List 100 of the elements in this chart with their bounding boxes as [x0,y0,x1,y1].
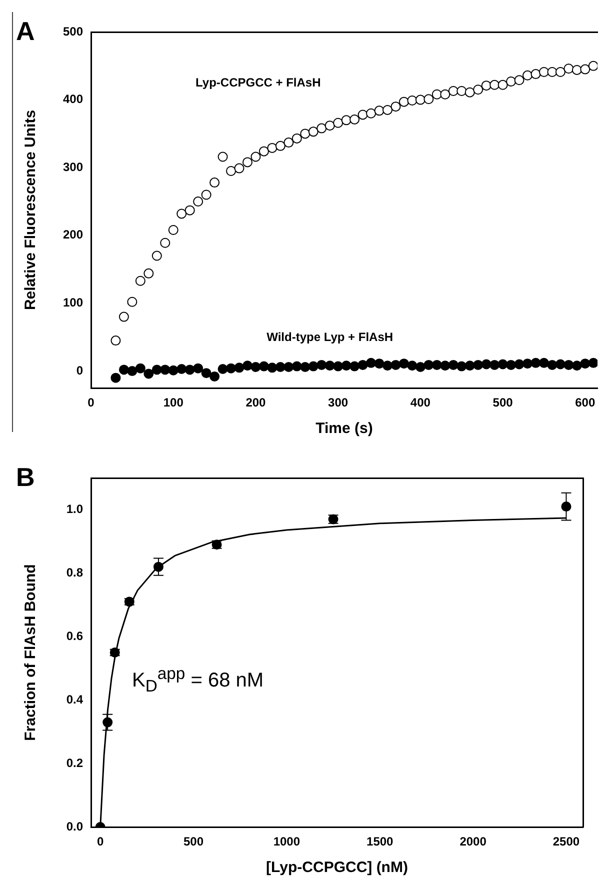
point [292,361,302,372]
point [341,115,352,126]
point [242,157,252,168]
point [135,276,146,286]
point [350,361,360,372]
point [424,94,434,104]
point [168,225,178,236]
point [284,362,294,372]
point [506,360,516,370]
point [176,208,187,219]
point [118,364,129,375]
y-tick-label: 500 [62,24,84,38]
x-axis-title: [Lyp-CCPGCC] (nM) [266,859,408,876]
point [572,64,582,75]
point [464,360,475,371]
point [464,87,475,98]
point [160,364,170,375]
point [275,140,286,151]
point [218,152,228,162]
x-tick-label: 0 [88,396,95,410]
point [366,108,376,118]
point [547,67,558,78]
x-tick-label: 2500 [552,834,580,849]
point [498,80,508,90]
point [547,360,558,370]
point [390,360,401,370]
point [481,80,492,91]
point [201,368,212,378]
y-tick-label: 0.2 [66,756,84,770]
point [572,360,582,371]
point [110,372,121,383]
point [144,268,154,278]
point [588,358,598,368]
y-tick-label: 0.8 [66,565,84,580]
point [226,166,236,176]
point [300,362,310,372]
point [308,126,318,137]
point [530,69,541,80]
point [210,178,220,188]
point [522,358,532,369]
point [522,70,532,80]
point [184,205,195,216]
x-tick-label: 1000 [273,834,300,849]
x-tick-label: 2000 [460,834,487,849]
point [374,106,384,116]
text: A [16,16,35,47]
point [473,360,484,370]
y-tick-label: 0 [76,363,84,378]
point [456,361,467,372]
point [564,64,574,74]
point [588,60,598,71]
point [242,360,252,371]
point [193,363,204,374]
point [564,360,574,370]
x-tick-label: 200 [246,396,266,410]
point [160,238,170,248]
point [440,360,450,371]
point [481,359,492,370]
point [144,368,154,379]
point [398,96,409,107]
y-tick-label: 0.6 [66,628,84,643]
point [234,362,244,373]
x-tick-label: 1500 [366,834,394,849]
point [258,146,269,156]
point [250,152,261,162]
point [407,360,418,371]
annotation: K$_{D}$$^{app}$ = 68 nM [132,664,264,697]
y-tick-label: 1.0 [66,502,84,516]
point [580,64,590,74]
point [382,104,392,115]
point [398,358,409,369]
y-tick-label: 0.4 [66,692,84,706]
point [350,114,360,124]
point [424,360,434,370]
point [292,133,302,144]
point [333,118,344,128]
point [284,138,294,148]
y-tick-label: 300 [62,160,84,174]
point [267,362,278,373]
point [152,250,162,261]
text: Lyp-CCPGCC + FlAsH [196,75,321,90]
point [498,359,508,370]
x-tick-label: 100 [163,396,184,410]
point [118,312,129,322]
series-label: Wild-type Lyp + FlAsH [266,330,394,344]
point [456,86,467,96]
point [333,361,344,372]
point [184,364,195,375]
point [316,123,327,134]
point [341,360,352,371]
point [407,95,418,106]
point [432,89,442,100]
x-tick-label: 0 [96,834,104,849]
point [324,120,335,131]
point [267,142,278,153]
point [506,76,516,86]
y-axis-title: Fraction of FlAsH Bound [22,564,40,741]
point [432,360,442,370]
y-tick-label: 400 [62,92,84,106]
point [473,84,484,95]
